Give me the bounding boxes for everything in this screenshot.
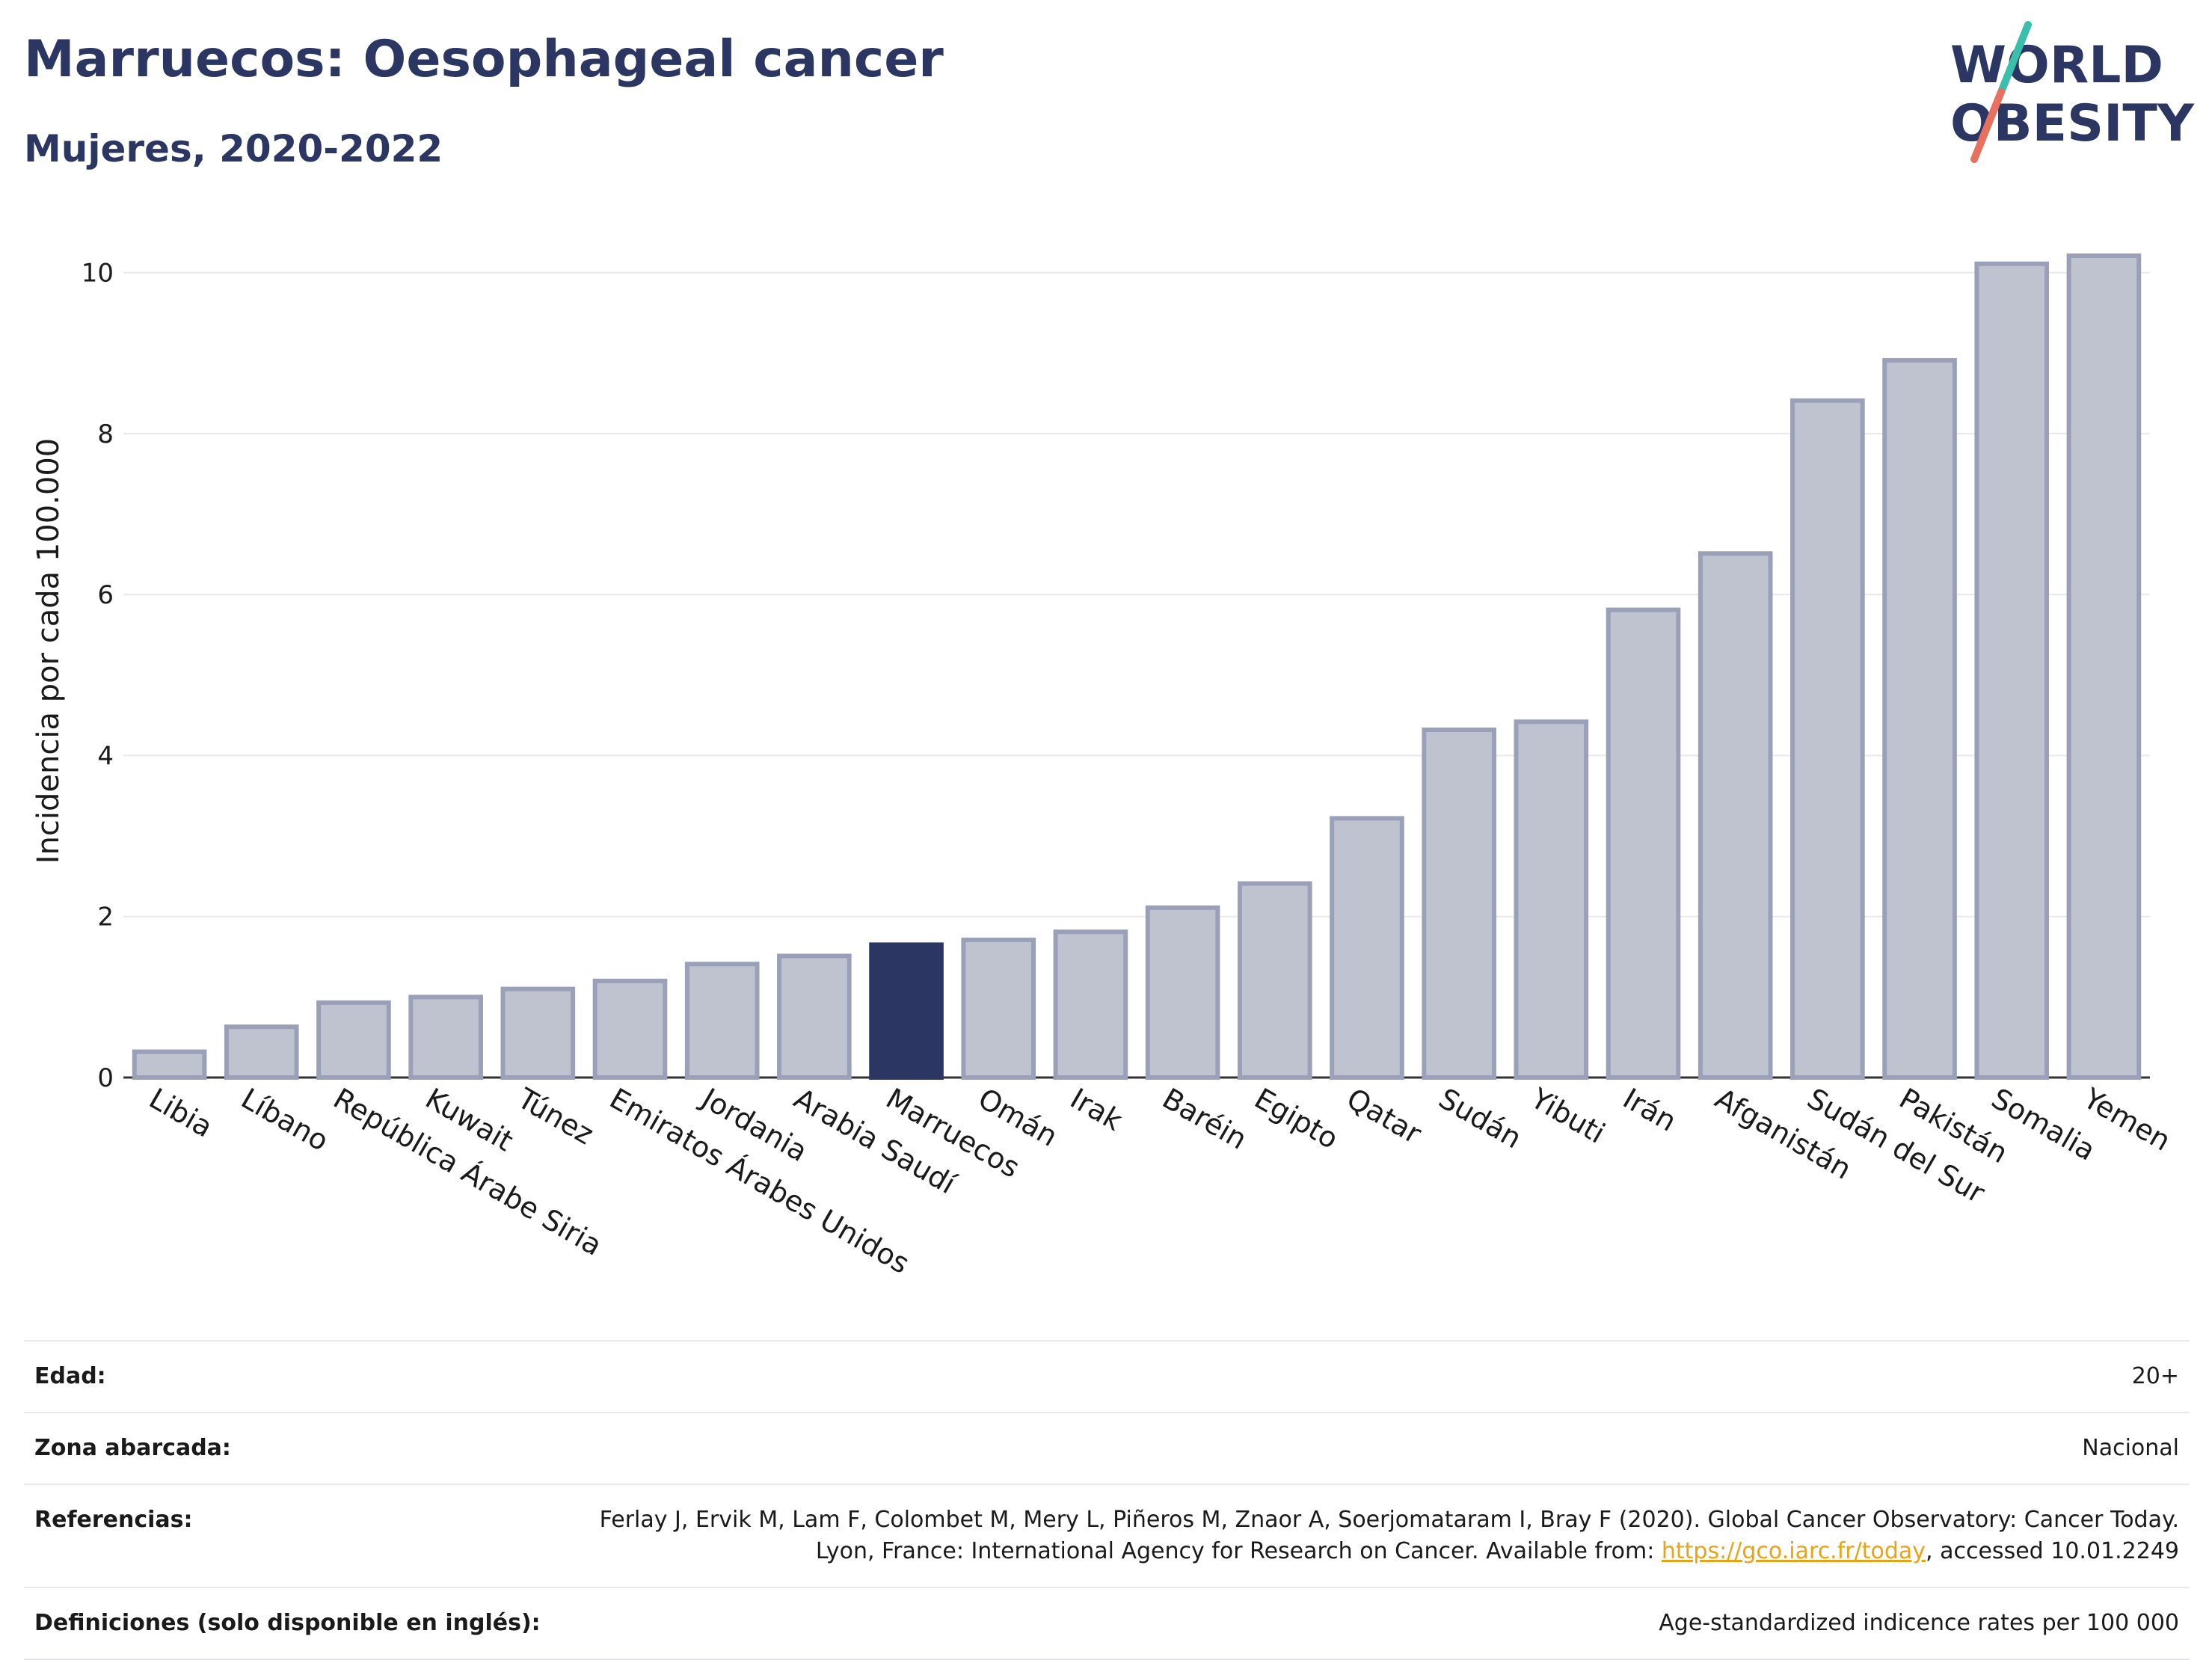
bar (1974, 261, 2050, 1080)
info-value: Age-standardized indicence rates per 100… (1659, 1610, 2179, 1636)
bar (408, 995, 483, 1080)
page-title: Marruecos: Oesophageal cancer (24, 30, 944, 89)
bar (1790, 398, 1865, 1080)
x-tick-label: Qatar (1341, 1082, 1427, 1151)
info-row-references: Referencias: Ferlay J, Ervik M, Lam F, C… (24, 1484, 2190, 1587)
x-tick-label: Libia (144, 1082, 218, 1144)
info-row-area: Zona abarcada: Nacional (24, 1412, 2190, 1484)
x-tick-label: Túnez (511, 1081, 599, 1151)
info-row-age: Edad: 20+ (24, 1341, 2190, 1412)
info-label: Definiciones (solo disponible en inglés)… (34, 1610, 541, 1636)
bar (132, 1049, 207, 1080)
info-value: 20+ (2131, 1363, 2179, 1389)
logo-slash-teal (1997, 21, 2032, 96)
x-tick-label: Baréin (1157, 1082, 1253, 1156)
x-tick-label: Líbano (236, 1082, 334, 1158)
world-obesity-logo: WORLD OBESITY (1950, 21, 2195, 163)
info-value: Nacional (2082, 1435, 2179, 1461)
y-tick-label: 6 (97, 580, 114, 610)
bar-highlighted (869, 942, 944, 1080)
bar (224, 1024, 299, 1080)
info-value: Ferlay J, Ervik M, Lam F, Colombet M, Me… (551, 1484, 2190, 1587)
reference-link[interactable]: https://gco.iarc.fr/today (1661, 1538, 1926, 1564)
bar (1882, 357, 1957, 1080)
bar (1237, 881, 1312, 1080)
bar (777, 953, 852, 1080)
bar (684, 962, 760, 1080)
y-tick-label: 0 (97, 1063, 114, 1093)
info-label: Zona abarcada: (34, 1435, 231, 1461)
x-tick-label: Egipto (1249, 1082, 1344, 1156)
reference-text: Ferlay J, Ervik M, Lam F, Colombet M, Me… (599, 1507, 2179, 1564)
x-tick-label: Yibuti (1525, 1081, 1611, 1150)
bar-chart: 0 2 4 6 8 10 Incidencia por cada 100.000 Libia L… (31, 253, 2176, 1280)
bar (1053, 929, 1128, 1080)
bar (1330, 816, 1404, 1080)
bar (1606, 607, 1681, 1080)
logo-slash-coral (1970, 88, 2005, 163)
bar (1514, 719, 1589, 1080)
y-tick-label: 10 (82, 259, 114, 289)
x-tick-label: Sudán (1434, 1082, 1528, 1155)
info-row-definitions: Definiciones (solo disponible en inglés)… (24, 1587, 2190, 1659)
bar (1422, 727, 1496, 1080)
x-tick-label: Irak (1065, 1082, 1128, 1137)
bar (961, 937, 1036, 1080)
y-tick-label: 2 (97, 903, 114, 932)
page-subtitle: Mujeres, 2020-2022 (24, 127, 443, 170)
bar (1145, 905, 1220, 1080)
info-label: Referencias: (34, 1507, 193, 1533)
reference-accessed: , accessed 10.01.2249 (1926, 1538, 2179, 1564)
y-axis-label: Incidencia por cada 100.000 (31, 438, 66, 864)
y-tick-label: 8 (97, 419, 114, 449)
logo-line1: WORLD (1950, 36, 2163, 95)
info-table: Edad: 20+ Zona abarcada: Nacional Refere… (24, 1340, 2190, 1660)
y-tick-label: 4 (97, 741, 114, 771)
bar (316, 1000, 391, 1080)
bar (1698, 551, 1773, 1080)
bar (592, 978, 668, 1080)
info-label: Edad: (34, 1363, 106, 1389)
bar (500, 986, 576, 1080)
bar (2066, 253, 2142, 1080)
x-tick-label: Irán (1617, 1082, 1682, 1138)
